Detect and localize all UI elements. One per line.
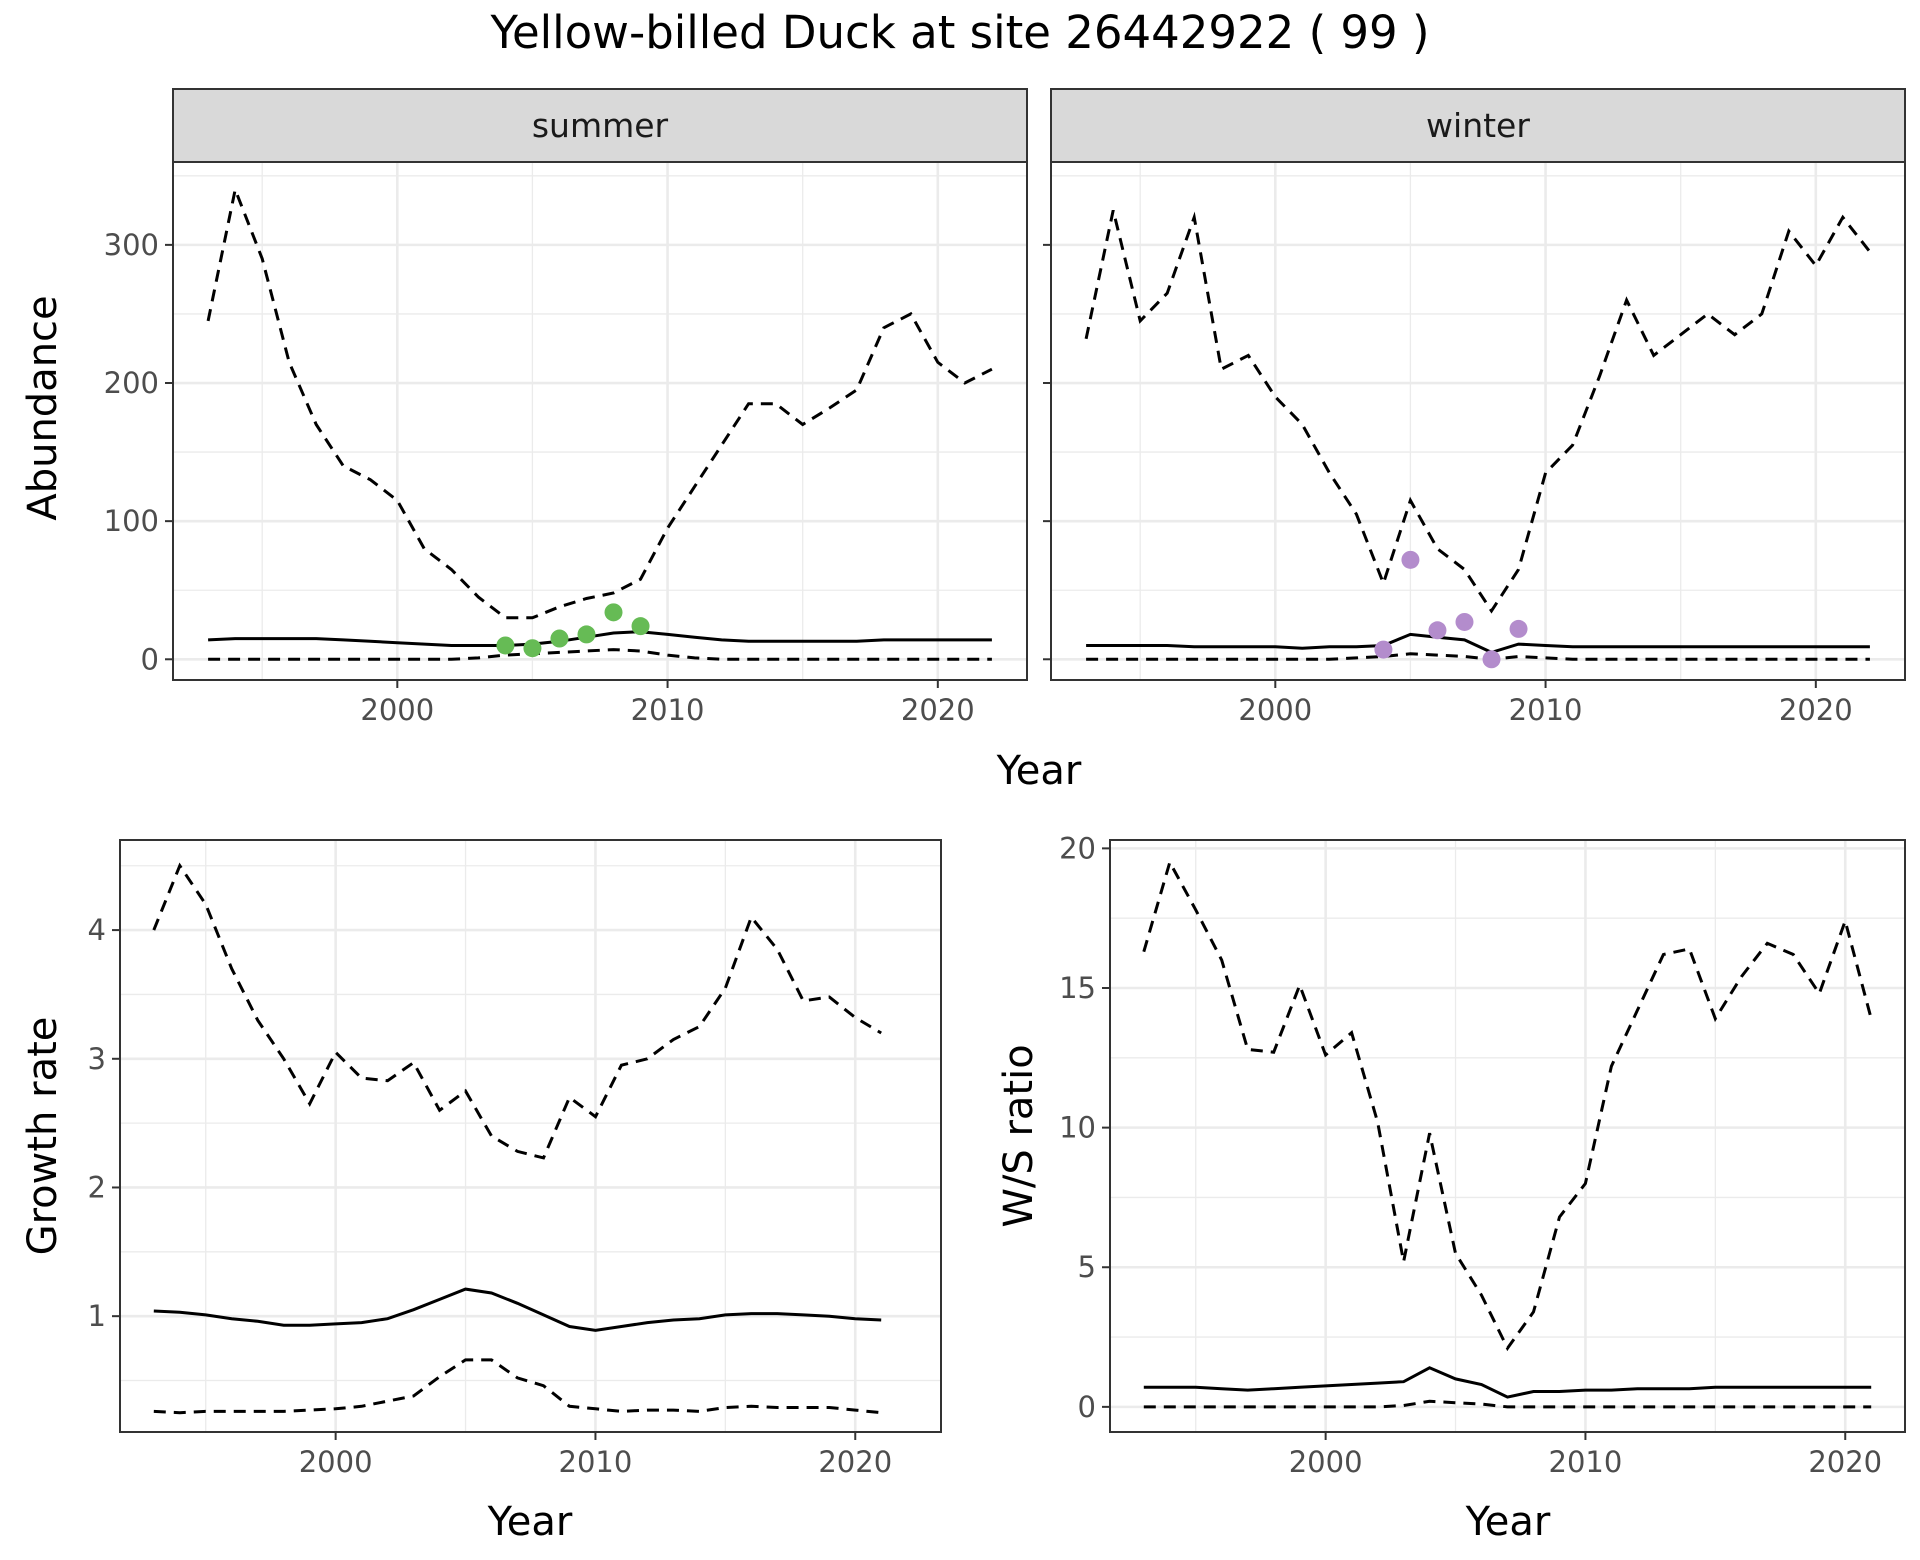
series-upper-bound-line — [152, 862, 882, 1160]
x-tick-label: 2000 — [1289, 1445, 1363, 1479]
y-tick-label: 0 — [1078, 1390, 1096, 1424]
series-estimate-line — [153, 1287, 882, 1332]
observed-point — [631, 617, 650, 636]
strip-summer-label: summer — [532, 106, 669, 145]
panel-abundance-winter: 2000 2010 2020 — [1043, 161, 1906, 727]
y-tick-label: 10 — [1059, 1111, 1096, 1145]
x-tick-label: 2020 — [901, 693, 975, 727]
x-tick-label: 2020 — [1779, 693, 1853, 727]
observed-point — [1482, 650, 1501, 669]
panel-border — [172, 161, 1028, 681]
y-tick-label: 15 — [1059, 971, 1096, 1005]
y-tick-label: 0 — [141, 642, 159, 676]
x-tick-label: 2020 — [1808, 1445, 1882, 1479]
observed-point — [1374, 640, 1393, 659]
series-lower-bound-line — [1143, 1399, 1872, 1409]
observed-point — [1428, 621, 1447, 640]
growth-y-axis-title: Growth rate — [20, 1017, 66, 1256]
ws-y-axis-title: W/S ratio — [996, 1044, 1042, 1227]
series-upper-bound-line — [1142, 858, 1873, 1352]
y-tick-label: 100 — [104, 504, 159, 538]
strip-winter-label: winter — [1426, 106, 1530, 145]
observed-point — [577, 625, 596, 644]
growth-x-axis-title: Year — [487, 1499, 573, 1545]
strip-winter — [1050, 88, 1906, 163]
x-tick-label: 2000 — [360, 693, 434, 727]
y-tick-label: 1 — [88, 1299, 106, 1333]
x-tick-label: 2020 — [818, 1445, 892, 1479]
series-lower-bound-line — [208, 648, 992, 661]
observed-point — [523, 639, 542, 658]
x-tick-label: 2010 — [631, 693, 705, 727]
panel-border — [119, 839, 942, 1433]
panel-border — [1109, 839, 1906, 1433]
series-estimate-line — [208, 630, 992, 647]
abundance-x-axis-title: Year — [996, 748, 1082, 794]
panel-border — [1050, 161, 1906, 681]
x-tick-label: 2000 — [1238, 693, 1312, 727]
y-tick-label: 200 — [104, 366, 159, 400]
observed-point — [1401, 550, 1420, 569]
x-tick-label: 2010 — [1549, 1445, 1623, 1479]
observed-point — [1455, 612, 1474, 631]
y-tick-label: 20 — [1059, 831, 1096, 865]
panel-ws-ratio: 2000 2010 2020 0 5 10 15 20 — [1059, 831, 1906, 1479]
observed-point — [1509, 619, 1528, 638]
y-tick-label: 3 — [88, 1042, 106, 1076]
series-lower-bound-line — [1086, 652, 1870, 661]
panel-growth-rate: 2000 2010 2020 1 2 3 4 — [88, 839, 942, 1479]
figure-title: Yellow-billed Duck at site 26442922 ( 99… — [489, 6, 1429, 59]
observed-point — [604, 603, 623, 622]
y-tick-label: 300 — [104, 228, 159, 262]
series-lower-bound-line — [153, 1358, 882, 1415]
observed-point — [550, 629, 569, 648]
y-tick-label: 5 — [1078, 1250, 1096, 1284]
x-tick-label: 2000 — [299, 1445, 373, 1479]
abundance-y-axis-title: Abundance — [20, 295, 66, 520]
ws-x-axis-title: Year — [1465, 1499, 1551, 1545]
x-tick-label: 2010 — [1509, 693, 1583, 727]
y-tick-label: 4 — [88, 913, 106, 947]
panel-abundance-summer: 2000 2010 2020 0 100 200 300 — [104, 161, 1028, 727]
y-tick-label: 2 — [88, 1170, 106, 1204]
x-tick-label: 2010 — [559, 1445, 633, 1479]
series-estimate-line — [1086, 632, 1870, 655]
series-upper-bound-line — [206, 184, 993, 620]
observed-point — [496, 636, 515, 655]
strip-summer — [172, 88, 1028, 163]
series-estimate-line — [1143, 1366, 1872, 1399]
